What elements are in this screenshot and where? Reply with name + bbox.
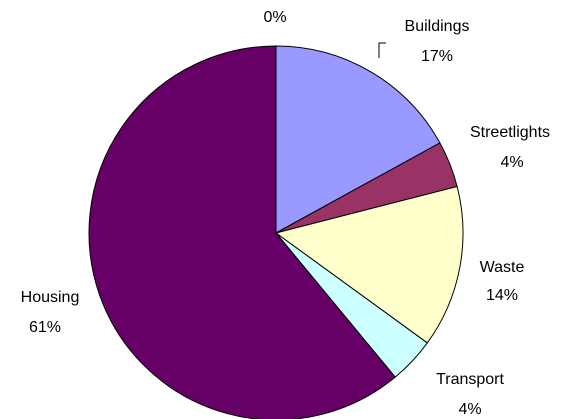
slice-value-label: 14%: [486, 287, 518, 304]
slice-value-label: 0%: [263, 9, 286, 26]
pie-slice: [88, 45, 396, 419]
leader-line: [378, 42, 386, 58]
pie-slice: [275, 45, 441, 234]
slice-label: Housing: [21, 289, 80, 306]
slice-value-label: 4%: [458, 401, 481, 418]
slice-label: Buildings: [405, 18, 470, 35]
slice-value-label: 4%: [500, 154, 523, 171]
slice-value-label: 61%: [29, 319, 61, 336]
slice-value-label: 17%: [421, 48, 453, 65]
slice-label: Transport: [436, 371, 504, 388]
slice-label: Streetlights: [470, 124, 550, 141]
pie-slice: [274, 185, 464, 344]
slice-label: Waste: [480, 259, 525, 276]
